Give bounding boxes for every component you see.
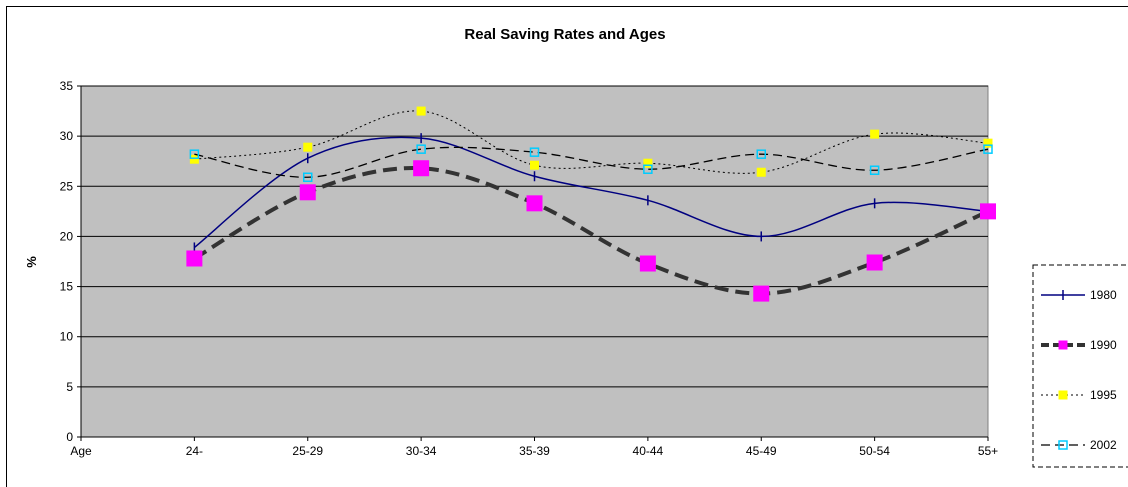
data-point-1995 [870,129,880,139]
y-tick-label: 0 [66,430,73,444]
legend-marker-1990 [1058,340,1068,350]
data-point-2002 [869,165,880,175]
data-point-1995 [983,138,993,148]
y-tick-label: 25 [60,179,74,193]
plot-area: 0 5 10 15 20 25 30 35 Age 24- 25-29 30-34 35-39 40-44… [60,79,999,458]
data-point-1990 [866,254,883,271]
data-point-1995 [189,154,199,164]
legend-marker-2002 [1058,440,1068,450]
data-point-1995 [303,142,313,152]
data-point-1995 [530,160,539,170]
x-tick-label: 45-49 [746,444,777,458]
x-tick-label: 24- [186,444,203,458]
y-tick-label: 15 [60,280,74,294]
data-point-2002 [643,164,653,174]
chart-title: Real Saving Rates and Ages [464,26,665,43]
y-tick-label: 10 [60,330,74,344]
legend-label-1990: 1990 [1090,338,1117,352]
y-axis-label: % [24,256,39,268]
legend-box [1032,264,1128,468]
data-point-1990 [753,285,770,302]
data-point-2002 [416,144,426,154]
x-tick-label: 55+ [978,444,998,458]
data-point-2002 [756,149,766,159]
data-point-2002 [189,149,200,159]
y-tick-label: 20 [60,229,74,243]
data-point-2002 [303,172,313,183]
data-point-1990 [980,203,996,220]
series-line-2002 [194,146,989,178]
y-tick-label: 5 [66,380,73,394]
data-point-2002 [529,147,540,157]
legend: 1980 1990 1995 2002 [1032,264,1128,468]
x-tick-label: 30-34 [406,444,437,458]
data-point-1990 [299,184,316,201]
legend-marker-1995 [1058,390,1068,400]
data-point-1995 [756,167,766,177]
x-tick-label: 35-39 [519,444,550,458]
y-tick-label: 35 [60,79,74,93]
legend-label-2002: 2002 [1090,438,1117,452]
y-tick-label: 30 [60,129,74,143]
data-point-1990 [526,195,543,212]
data-point-1990 [639,255,656,272]
x-tick-label: 25-29 [292,444,323,458]
data-point-1990 [413,160,430,177]
data-point-2002 [983,144,993,154]
x-tick-label: Age [70,444,92,458]
data-point-1995 [643,158,653,168]
data-point-1990 [186,250,203,267]
series-line-1995 [194,110,989,174]
plot-background [80,85,989,438]
data-point-1995 [416,106,426,116]
x-tick-label: 40-44 [633,444,664,458]
legend-label-1980: 1980 [1090,288,1117,302]
legend-label-1995: 1995 [1090,388,1117,402]
x-tick-label: 50-54 [859,444,890,458]
